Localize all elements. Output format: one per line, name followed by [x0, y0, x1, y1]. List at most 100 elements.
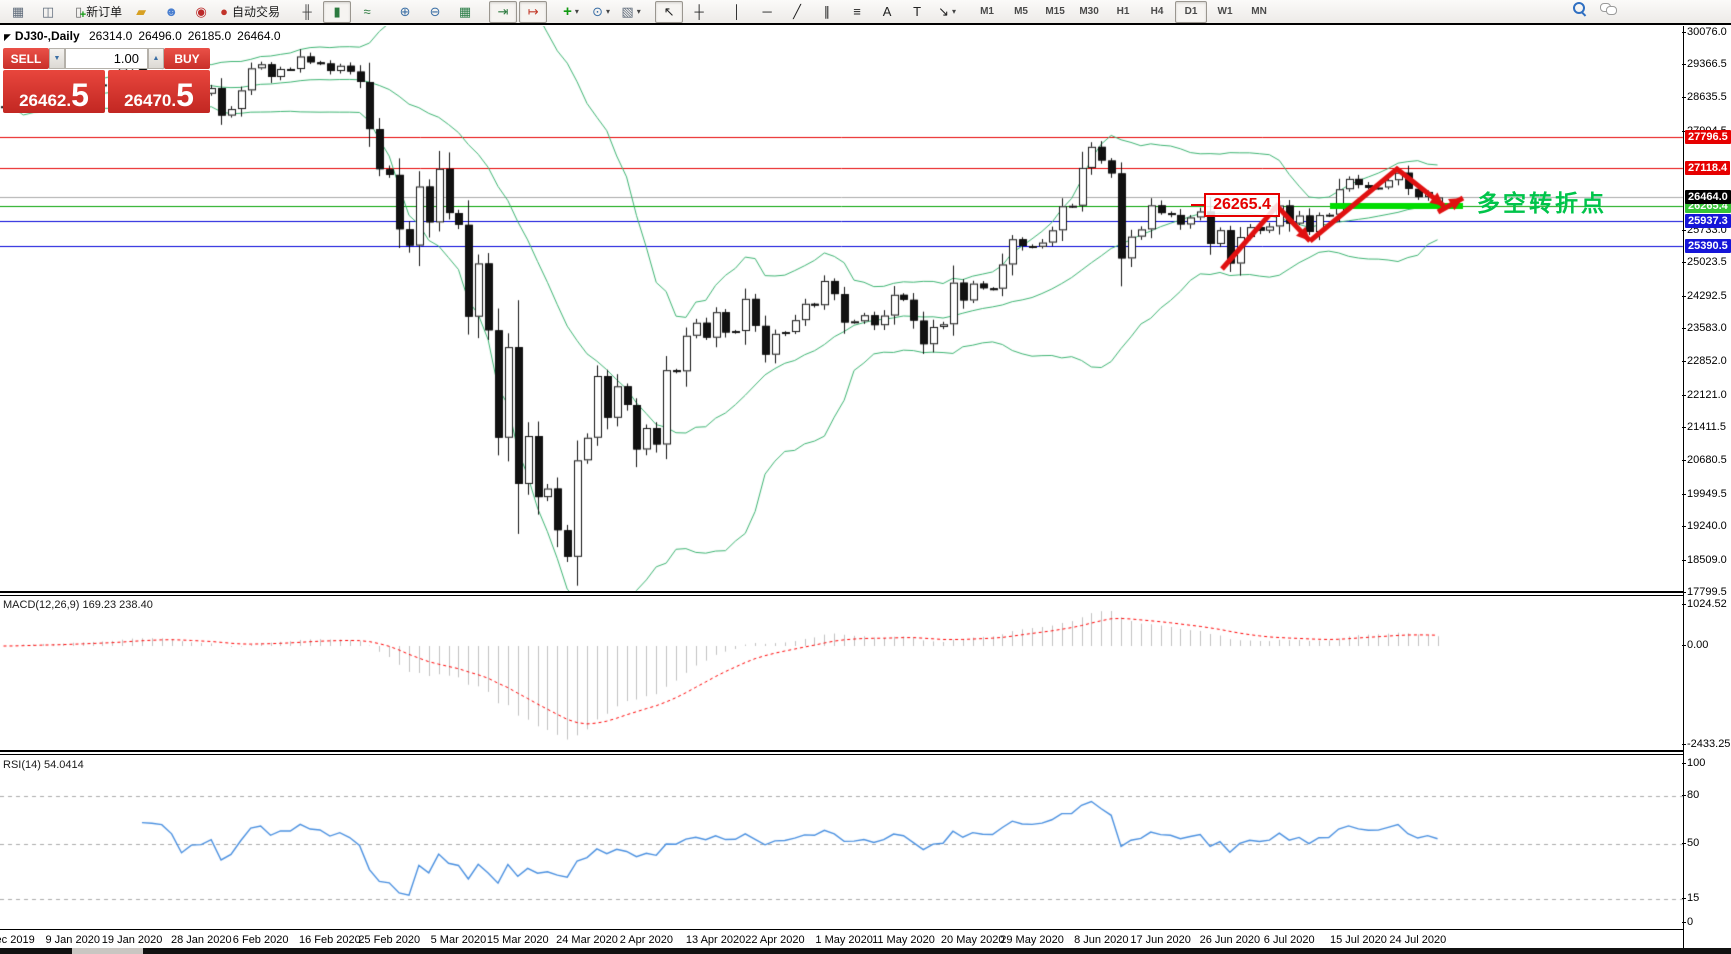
price-tick-label: 19240.0	[1682, 520, 1727, 533]
fibonacci-icon: ≡	[853, 4, 861, 19]
equidistant-channel-icon[interactable]: ∥	[813, 1, 841, 23]
price-level-label: 25390.5	[1685, 239, 1731, 254]
date-label: 11 May 2020	[872, 934, 935, 946]
one-click-trading-panel: SELL ▼ 1.00 ▲ BUY 26462. 5 26470. 5	[3, 48, 210, 113]
horizontal-line-icon: ─	[762, 4, 772, 19]
price-tick-label: 0.00	[1681, 639, 1709, 651]
panel-separator[interactable]	[0, 750, 1684, 755]
timeframe-m30[interactable]: M30	[1079, 6, 1099, 17]
price-level-label: 25937.3	[1685, 214, 1731, 229]
date-label: 25 Feb 2020	[358, 934, 421, 946]
main-chart-canvas[interactable]	[0, 26, 1684, 591]
chart-window: ◤ DJ30-,Daily 26314.0 26496.0 26185.0 26464.…	[0, 26, 1731, 954]
date-label: 1 May 2020	[815, 934, 873, 946]
line-chart-icon[interactable]: ≈	[353, 1, 381, 23]
buy-button[interactable]: BUY	[164, 48, 210, 69]
new-order-button[interactable]: ▯ + 新订单	[72, 1, 125, 23]
timeframe-w1[interactable]: W1	[1217, 6, 1233, 17]
date-label: 16 Feb 2020	[298, 934, 361, 946]
auto-trading-button-label: 自动交易	[232, 5, 281, 19]
date-label: 9 Jan 2020	[45, 934, 100, 946]
text-label-icon[interactable]: T	[903, 1, 931, 23]
date-label: 8 Jun 2020	[1074, 934, 1129, 946]
price-tick-label: 24292.5	[1682, 289, 1727, 302]
vertical-line-icon[interactable]: │	[723, 1, 751, 23]
templates-icon[interactable]: ▧ ▾	[617, 1, 645, 23]
horizontal-line-icon[interactable]: ─	[753, 1, 781, 23]
timeframe-m1[interactable]: M1	[980, 6, 994, 17]
panel-separator[interactable]	[0, 591, 1684, 596]
price-tick-label: 30076.0	[1682, 25, 1727, 38]
volume-up-button[interactable]: ▲	[148, 48, 164, 69]
date-label: 15 Mar 2020	[486, 934, 549, 946]
timeframe-h1[interactable]: H1	[1116, 6, 1130, 17]
text-icon[interactable]: A	[873, 1, 901, 23]
chart-window-icon[interactable]: ▦	[4, 1, 32, 23]
date-label: 5 Mar 2020	[430, 934, 487, 946]
date-label: 13 Apr 2020	[685, 934, 746, 946]
fibonacci-icon[interactable]: ≡	[843, 1, 871, 23]
vertical-line-icon: │	[732, 4, 742, 19]
date-label: 30 Dec 2019	[0, 934, 35, 946]
indicators-icon: +	[563, 3, 572, 20]
tile-windows-icon: ▦	[458, 4, 472, 19]
bar-high: 26496.0	[138, 29, 182, 43]
cursor-icon[interactable]: ↖	[655, 0, 684, 23]
arrows-icon[interactable]: ↘ ▾	[933, 1, 961, 23]
macd-panel-canvas[interactable]	[0, 596, 1684, 750]
cursor-icon: ↖	[663, 4, 675, 19]
chat-icon[interactable]	[1600, 2, 1617, 15]
volume-down-button[interactable]: ▼	[49, 48, 65, 69]
window-list-icon: ◫	[41, 4, 55, 19]
date-label: 28 Jan 2020	[171, 934, 232, 946]
chart-shift-icon: ↦	[527, 4, 539, 19]
rsi-panel-canvas[interactable]	[0, 755, 1684, 929]
candlestick-chart-icon[interactable]: ▮	[323, 0, 352, 23]
buy-price-quote[interactable]: 26470. 5	[108, 70, 210, 113]
plus-badge-icon: +	[79, 9, 87, 21]
timeframe-h4[interactable]: H4	[1150, 6, 1164, 17]
price-tick-label: 25023.5	[1682, 256, 1727, 269]
panel-separator	[0, 929, 1684, 930]
auto-trading-button[interactable]: ● 自动交易	[217, 1, 283, 23]
sell-price-quote[interactable]: 26462. 5	[3, 70, 105, 113]
date-label: 24 Jul 2020	[1389, 934, 1447, 946]
date-label: 6 Feb 2020	[232, 934, 289, 946]
price-tick-label: -2433.25	[1681, 737, 1731, 750]
zoom-in-icon[interactable]: ⊕	[391, 1, 419, 23]
sell-price-big-digit: 5	[71, 76, 89, 113]
pivot-price-flag[interactable]: 26265.4	[1191, 193, 1280, 217]
timeframe-m15[interactable]: M15	[1045, 6, 1065, 17]
timeframe-mn[interactable]: MN	[1251, 6, 1267, 17]
price-tick-label: 28635.5	[1682, 91, 1727, 104]
zoom-out-icon[interactable]: ⊖	[421, 1, 449, 23]
date-label: 22 Apr 2020	[745, 934, 805, 946]
bar-chart-icon[interactable]: ╫	[293, 1, 321, 23]
symbol-arrow-icon: ◤	[4, 32, 11, 42]
search-icon[interactable]	[1573, 2, 1587, 17]
tile-windows-icon[interactable]: ▦	[451, 1, 479, 23]
price-tick-label: 22121.0	[1682, 388, 1727, 401]
auto-scroll-icon[interactable]: ⇥	[489, 0, 518, 23]
window-list-icon[interactable]: ◫	[34, 1, 62, 23]
crosshair-icon[interactable]: ┼	[685, 1, 713, 23]
price-axis-line	[1683, 26, 1684, 948]
rsi-label: RSI(14) 54.0414	[3, 759, 84, 771]
arrows-icon: ↘	[938, 4, 949, 19]
profile-icon: ☻	[164, 4, 179, 19]
timeframe-m5[interactable]: M5	[1014, 6, 1028, 17]
timeframe-d1[interactable]: D1	[1175, 0, 1208, 23]
eraser-icon[interactable]: ▰	[127, 1, 155, 23]
date-label: 26 Jun 2020	[1199, 934, 1261, 946]
news-icon[interactable]: ◉	[187, 1, 215, 23]
zoom-out-icon: ⊖	[429, 4, 441, 19]
trendline-icon[interactable]: ╱	[783, 1, 811, 23]
chart-shift-icon[interactable]: ↦	[519, 0, 548, 23]
profile-icon[interactable]: ☻	[157, 1, 185, 23]
volume-input[interactable]: 1.00	[65, 48, 148, 69]
periods-icon[interactable]: ⊙ ▾	[587, 1, 615, 23]
templates-icon: ▧	[621, 4, 634, 19]
sell-button[interactable]: SELL	[3, 48, 49, 69]
indicators-icon[interactable]: + ▾	[557, 1, 585, 23]
